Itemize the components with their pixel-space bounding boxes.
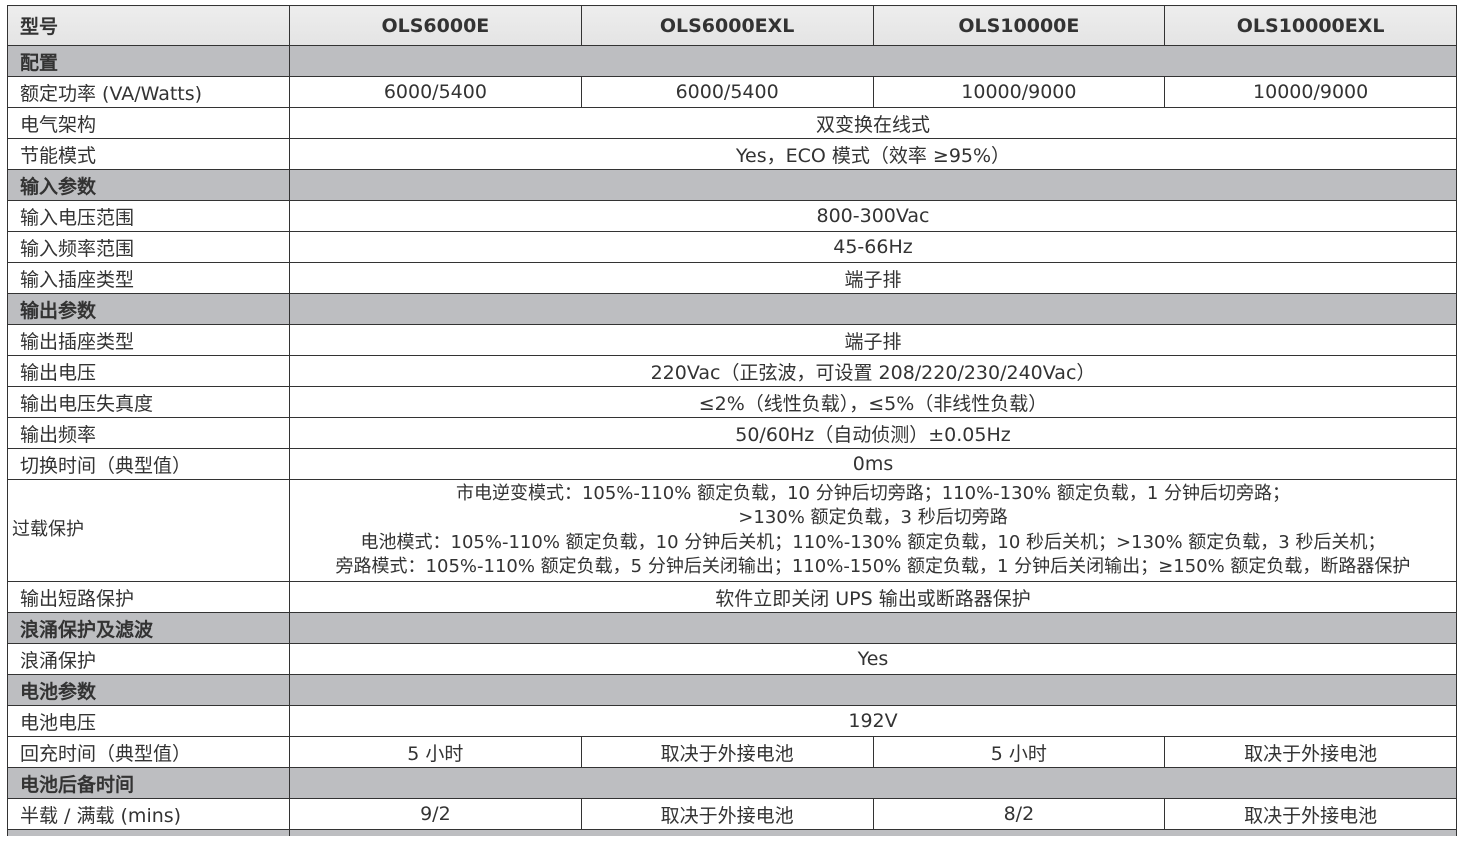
spec-row: 切换时间（典型值） 0ms bbox=[7, 448, 1457, 480]
model-name: OLS10000E bbox=[872, 5, 1166, 46]
spec-row: 电气架构 双变换在线式 bbox=[7, 107, 1457, 139]
spec-value: 市电逆变模式：105%-110% 额定负载，10 分钟后切旁路；110%-130… bbox=[289, 479, 1457, 582]
spec-value: 软件立即关闭 UPS 输出或断路器保护 bbox=[289, 581, 1457, 613]
spec-label: 输入电压范围 bbox=[7, 200, 290, 232]
spec-value: Yes，ECO 模式（效率 ≥95%） bbox=[289, 138, 1457, 170]
spec-value-line: 旁路模式：105%-110% 额定负载，5 分钟后关闭输出；110%-150% … bbox=[335, 556, 1411, 577]
next-section-row bbox=[7, 829, 1457, 836]
spec-value: 取决于外接电池 bbox=[1164, 736, 1457, 768]
section-row: 输入参数 bbox=[7, 169, 1457, 201]
section-fill bbox=[289, 293, 1457, 325]
section-fill bbox=[289, 767, 1457, 799]
spec-label: 节能模式 bbox=[7, 138, 290, 170]
model-label: 型号 bbox=[7, 5, 290, 46]
spec-label: 输出插座类型 bbox=[7, 324, 290, 356]
header-row: 型号 OLS6000E OLS6000EXL OLS10000E OLS1000… bbox=[7, 5, 1457, 46]
spec-value-line: 电池模式：105%-110% 额定负载，10 分钟后关机；110%-130% 额… bbox=[360, 531, 1386, 553]
section-title bbox=[7, 829, 290, 836]
spec-row: 回充时间（典型值） 5 小时 取决于外接电池 5 小时 取决于外接电池 bbox=[7, 736, 1457, 768]
spec-value-line: 市电逆变模式：105%-110% 额定负载，10 分钟后切旁路；110%-130… bbox=[455, 482, 1291, 504]
spec-value-line: >130% 额定负载，3 秒后切旁路 bbox=[738, 507, 1008, 528]
spec-row: 半载 / 满载 (mins) 9/2 取决于外接电池 8/2 取决于外接电池 bbox=[7, 798, 1457, 830]
spec-value: ≤2%（线性负载），≤5%（非线性负载） bbox=[289, 386, 1457, 418]
section-row: 输出参数 bbox=[7, 293, 1457, 325]
section-title: 电池参数 bbox=[7, 674, 290, 706]
spec-label: 输出短路保护 bbox=[7, 581, 290, 613]
section-row: 配置 bbox=[7, 45, 1457, 77]
spec-value: 800-300Vac bbox=[289, 200, 1457, 232]
section-row: 浪涌保护及滤波 bbox=[7, 612, 1457, 644]
spec-label: 输出电压失真度 bbox=[7, 386, 290, 418]
spec-row: 额定功率 (VA/Watts) 6000/5400 6000/5400 10000/9… bbox=[7, 76, 1457, 108]
section-fill bbox=[289, 169, 1457, 201]
spec-value: 10000/9000 bbox=[872, 76, 1166, 108]
spec-label: 回充时间（典型值） bbox=[7, 736, 290, 768]
spec-label: 浪涌保护 bbox=[7, 643, 290, 675]
spec-value: 取决于外接电池 bbox=[580, 798, 874, 830]
spec-value: Yes bbox=[289, 643, 1457, 675]
model-name: OLS6000EXL bbox=[580, 5, 874, 46]
spec-label: 输入插座类型 bbox=[7, 262, 290, 294]
section-title: 配置 bbox=[7, 45, 290, 77]
section-title: 输入参数 bbox=[7, 169, 290, 201]
spec-row: 节能模式 Yes，ECO 模式（效率 ≥95%） bbox=[7, 138, 1457, 170]
spec-row: 输入电压范围 800-300Vac bbox=[7, 200, 1457, 232]
spec-value: 取决于外接电池 bbox=[580, 736, 874, 768]
section-fill bbox=[289, 829, 1457, 836]
spec-row: 输出电压 220Vac（正弦波，可设置 208/220/230/240Vac） bbox=[7, 355, 1457, 387]
spec-value: 取决于外接电池 bbox=[1164, 798, 1457, 830]
spec-value: 220Vac（正弦波，可设置 208/220/230/240Vac） bbox=[289, 355, 1457, 387]
section-title: 浪涌保护及滤波 bbox=[7, 612, 290, 644]
section-title: 输出参数 bbox=[7, 293, 290, 325]
spec-value: 端子排 bbox=[289, 324, 1457, 356]
spec-value: 50/60Hz（自动侦测）±0.05Hz bbox=[289, 417, 1457, 449]
spec-table: 型号 OLS6000E OLS6000EXL OLS10000E OLS1000… bbox=[7, 5, 1457, 836]
spec-value: 9/2 bbox=[289, 798, 582, 830]
spec-value: 5 小时 bbox=[872, 736, 1166, 768]
spec-label: 输出频率 bbox=[7, 417, 290, 449]
spec-label: 半载 / 满载 (mins) bbox=[7, 798, 290, 830]
spec-label: 额定功率 (VA/Watts) bbox=[7, 76, 290, 108]
spec-label: 输出电压 bbox=[7, 355, 290, 387]
spec-row: 输出电压失真度 ≤2%（线性负载），≤5%（非线性负载） bbox=[7, 386, 1457, 418]
spec-value: 5 小时 bbox=[289, 736, 582, 768]
spec-value: 45-66Hz bbox=[289, 231, 1457, 263]
spec-row: 过载保护 市电逆变模式：105%-110% 额定负载，10 分钟后切旁路；110%… bbox=[7, 479, 1457, 582]
section-row: 电池后备时间 bbox=[7, 767, 1457, 799]
spec-row: 输入插座类型 端子排 bbox=[7, 262, 1457, 294]
spec-row: 电池电压 192V bbox=[7, 705, 1457, 737]
spec-value: 0ms bbox=[289, 448, 1457, 480]
spec-value: 10000/9000 bbox=[1164, 76, 1457, 108]
spec-value: 8/2 bbox=[872, 798, 1166, 830]
model-name: OLS6000E bbox=[289, 5, 582, 46]
spec-row: 输出频率 50/60Hz（自动侦测）±0.05Hz bbox=[7, 417, 1457, 449]
spec-label: 输入频率范围 bbox=[7, 231, 290, 263]
spec-row: 输出短路保护 软件立即关闭 UPS 输出或断路器保护 bbox=[7, 581, 1457, 613]
section-title: 电池后备时间 bbox=[7, 767, 290, 799]
spec-label: 切换时间（典型值） bbox=[7, 448, 290, 480]
spec-label: 电气架构 bbox=[7, 107, 290, 139]
spec-row: 输出插座类型 端子排 bbox=[7, 324, 1457, 356]
spec-value: 192V bbox=[289, 705, 1457, 737]
spec-label: 过载保护 bbox=[7, 479, 290, 582]
spec-value: 端子排 bbox=[289, 262, 1457, 294]
spec-label: 电池电压 bbox=[7, 705, 290, 737]
section-fill bbox=[289, 45, 1457, 77]
spec-value: 6000/5400 bbox=[289, 76, 582, 108]
spec-value: 双变换在线式 bbox=[289, 107, 1457, 139]
section-fill bbox=[289, 612, 1457, 644]
spec-row: 浪涌保护 Yes bbox=[7, 643, 1457, 675]
section-row: 电池参数 bbox=[7, 674, 1457, 706]
spec-value: 6000/5400 bbox=[580, 76, 874, 108]
model-name: OLS10000EXL bbox=[1164, 5, 1457, 46]
section-fill bbox=[289, 674, 1457, 706]
spec-row: 输入频率范围 45-66Hz bbox=[7, 231, 1457, 263]
